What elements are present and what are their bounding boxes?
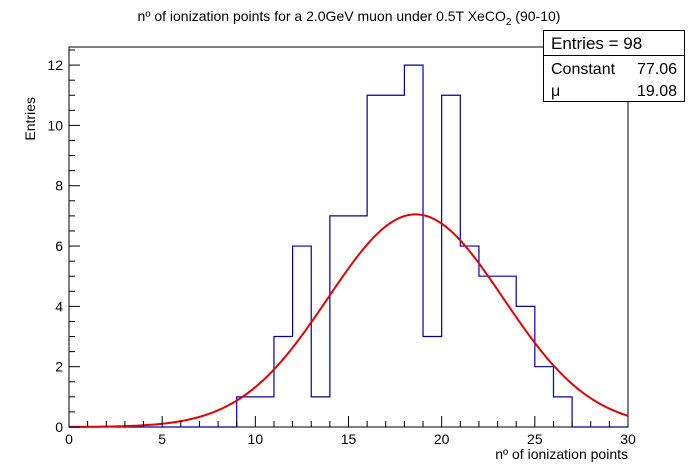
- stats-value: 77.06: [636, 61, 677, 78]
- histogram-bin: [237, 397, 256, 427]
- chart-title-subscript: 2: [505, 16, 512, 28]
- x-tick-label: 5: [158, 431, 166, 447]
- histogram-bin: [442, 95, 461, 427]
- x-axis-ticks: 0 5 10 15 20 25 30: [65, 416, 636, 447]
- stats-value: 19.08: [636, 83, 677, 100]
- chart-title: nº of ionization points for a 2.0GeV muo…: [0, 8, 698, 28]
- x-tick-label: 15: [341, 431, 357, 447]
- x-tick-label: 20: [434, 431, 450, 447]
- histogram-bin: [404, 65, 423, 427]
- y-tick-label: 2: [55, 359, 63, 375]
- y-axis-ticks: 0 2 4 6 8 10 12: [47, 49, 80, 435]
- y-tick-label: 4: [55, 298, 63, 314]
- histogram-outline: [69, 64, 628, 428]
- gaussian-fit: [68, 213, 629, 428]
- y-tick-label: 10: [47, 117, 63, 133]
- histogram-bin: [460, 246, 479, 427]
- histogram-bin: [535, 367, 554, 427]
- y-axis-label: Entries: [22, 97, 38, 141]
- stats-box: Entries = 98 Constant 77.06 μ 19.08: [543, 30, 685, 102]
- histogram-bin: [311, 397, 330, 427]
- y-tick-label: 6: [55, 238, 63, 254]
- histogram-bin: [553, 397, 572, 427]
- chart-title-text: nº of ionization points for a 2.0GeV muo…: [137, 8, 506, 24]
- x-tick-label: 0: [65, 431, 73, 447]
- x-tick-label: 25: [527, 431, 543, 447]
- y-tick-label: 0: [55, 419, 63, 435]
- stats-row-constant: Constant 77.06: [551, 61, 677, 83]
- x-tick-label: 10: [248, 431, 264, 447]
- histogram-bin: [498, 276, 517, 427]
- stats-label: Constant: [551, 61, 616, 78]
- histogram-bin: [255, 397, 274, 427]
- fit-curve: [68, 213, 629, 428]
- x-tick-label: 30: [620, 431, 636, 447]
- plot-frame: [68, 46, 629, 428]
- histogram-bin: [330, 216, 349, 427]
- stats-row-mean: μ 19.08: [551, 83, 677, 105]
- histogram-bin: [516, 306, 535, 427]
- y-tick-label: 8: [55, 178, 63, 194]
- stats-entries: Entries = 98: [544, 31, 684, 56]
- histogram-bin: [423, 337, 442, 427]
- histogram-bin: [386, 95, 405, 427]
- x-axis-label: nº of ionization points: [495, 446, 628, 462]
- histogram-series: [69, 64, 628, 428]
- plot-border: [68, 46, 629, 428]
- stats-label: μ: [551, 83, 561, 100]
- y-tick-label: 12: [47, 57, 63, 73]
- chart-title-tail: (90-10): [511, 8, 561, 24]
- histogram-bin: [479, 276, 498, 427]
- histogram-bin: [367, 95, 386, 427]
